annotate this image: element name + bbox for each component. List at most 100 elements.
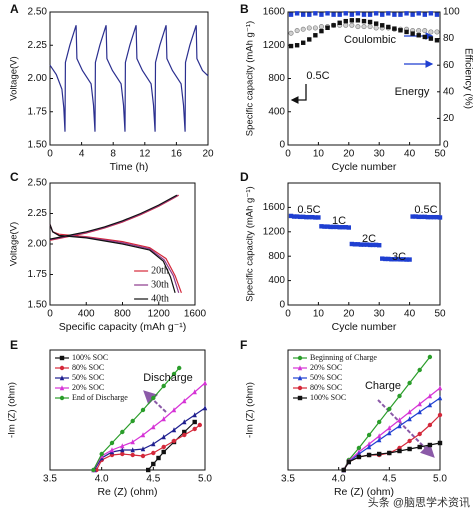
marker-point — [297, 214, 303, 220]
marker-point — [294, 214, 300, 219]
marker-point — [316, 215, 321, 220]
panel-label: B — [240, 2, 249, 16]
marker-point — [422, 214, 427, 220]
x-tick-label: 20 — [343, 149, 355, 160]
panel-label: D — [240, 170, 249, 184]
annotation: 0.5C — [297, 204, 320, 216]
marker-point — [59, 365, 65, 371]
marker-point — [416, 33, 421, 38]
marker-point — [331, 12, 336, 17]
marker-point — [331, 23, 336, 28]
marker-point — [325, 224, 330, 229]
marker-point — [313, 215, 318, 220]
marker-point — [337, 20, 342, 26]
marker-point — [398, 12, 403, 17]
y-tick-label: 2.00 — [28, 239, 48, 250]
marker-point — [288, 12, 294, 17]
marker-point — [355, 242, 361, 247]
y-tick-label: 1200 — [263, 226, 286, 237]
marker-point — [294, 43, 300, 48]
x-tick-label: 10 — [313, 149, 325, 160]
y-tick-label: 0 — [279, 300, 285, 311]
series-line — [92, 405, 208, 473]
x-tick-label: 0 — [47, 149, 53, 160]
annotation: 2C — [362, 233, 376, 245]
x-tick-label: 4.0 — [95, 474, 109, 485]
marker-point — [373, 21, 379, 26]
marker-point — [361, 242, 367, 247]
marker-point — [407, 257, 412, 262]
marker-point — [59, 395, 65, 401]
y-tick-label: 400 — [268, 275, 285, 286]
marker-point — [334, 224, 339, 230]
marker-point — [294, 28, 300, 34]
x-tick-label: 16 — [171, 149, 183, 160]
y-axis-label: -Im (Z) (ohm) — [7, 382, 18, 438]
y-tick-label: 800 — [268, 251, 285, 262]
marker-point — [59, 385, 65, 391]
marker-point — [352, 242, 358, 247]
x-axis-label: Time (h) — [110, 161, 149, 173]
x-tick-label: 12 — [139, 149, 151, 160]
annotation: Energy — [395, 86, 430, 98]
y2-tick-label: 100 — [443, 7, 460, 18]
x-tick-label: 1200 — [148, 309, 171, 320]
x-tick-label: 20 — [202, 149, 214, 160]
x-tick-label: 5.0 — [433, 474, 447, 485]
marker-point — [331, 224, 336, 230]
marker-point — [322, 224, 327, 229]
y2-tick-label: 0 — [443, 140, 449, 151]
x-tick-label: 8 — [110, 149, 116, 160]
marker-point — [343, 11, 348, 16]
y-tick-label: 1.50 — [28, 140, 48, 151]
marker-point — [325, 11, 330, 16]
marker-point — [59, 355, 65, 361]
marker-point — [419, 214, 424, 220]
marker-point — [416, 28, 422, 34]
marker-point — [318, 24, 324, 30]
y-tick-label: 1600 — [263, 202, 286, 213]
marker-point — [395, 257, 400, 262]
marker-point — [328, 224, 333, 230]
marker-point — [349, 12, 355, 17]
marker-point — [288, 43, 294, 49]
x-tick-label: 3.5 — [281, 474, 295, 485]
marker-point — [434, 38, 440, 43]
marker-point — [422, 12, 427, 17]
annotation: 3C — [392, 251, 406, 263]
legend-label: 20% SOC — [310, 363, 342, 372]
x-tick-label: 4 — [79, 149, 85, 160]
marker-point — [367, 242, 373, 248]
x-tick-label: 5.0 — [198, 474, 212, 485]
marker-point — [380, 256, 385, 261]
marker-point — [422, 28, 428, 34]
legend-label: 80% SOC — [72, 363, 104, 372]
y2-tick-label: 40 — [443, 86, 455, 97]
marker-point — [325, 25, 330, 30]
marker-point — [340, 225, 345, 230]
marker-point — [392, 26, 397, 31]
x-axis-label: Cycle number — [332, 161, 397, 173]
x-axis-label: Re (Z) (ohm) — [97, 486, 157, 498]
marker-point — [367, 12, 373, 17]
marker-point — [386, 11, 391, 16]
legend-label: 20th — [151, 265, 169, 276]
marker-point — [355, 11, 361, 16]
y2-tick-label: 20 — [443, 113, 455, 124]
series-line — [49, 194, 178, 293]
marker-point — [389, 257, 394, 262]
marker-point — [383, 256, 388, 262]
y-tick-label: 2.50 — [28, 178, 48, 189]
legend-label: 50% SOC — [72, 373, 104, 382]
x-axis-label: Re (Z) (ohm) — [334, 486, 394, 498]
y-tick-label: 2.25 — [28, 208, 48, 219]
marker-point — [422, 34, 427, 40]
legend-label: 100% SOC — [72, 353, 108, 362]
marker-point — [434, 29, 440, 35]
y-tick-label: 1.75 — [28, 269, 48, 280]
legend-label: End of Discharge — [72, 393, 128, 402]
marker-point — [428, 29, 434, 35]
marker-point — [398, 257, 403, 262]
y-tick-label: 2.00 — [28, 73, 48, 84]
